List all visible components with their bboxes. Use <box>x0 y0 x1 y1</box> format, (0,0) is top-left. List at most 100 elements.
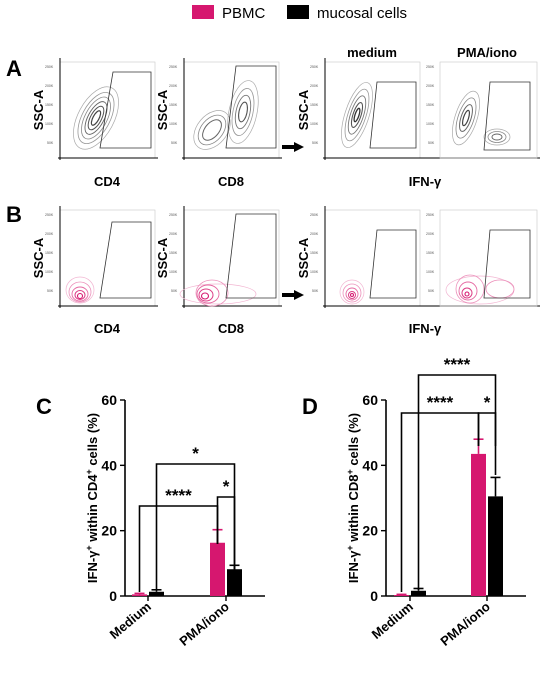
bar <box>210 542 225 596</box>
panel-b: B 250K 200K 150K 100K 50K SSC-A CD4 <box>6 202 540 336</box>
x-axis-label: IFN-γ <box>409 174 442 189</box>
contour-population <box>73 86 119 150</box>
contour-population <box>452 90 511 146</box>
y-axis-label-sup2: + <box>345 469 355 474</box>
svg-text:50K: 50K <box>428 141 435 145</box>
svg-text:250K: 250K <box>169 65 178 69</box>
svg-text:100K: 100K <box>45 122 54 126</box>
svg-text:200K: 200K <box>310 84 319 88</box>
svg-text:150K: 150K <box>310 103 319 107</box>
y-tick-label: 60 <box>101 392 117 408</box>
svg-text:100K: 100K <box>45 270 54 274</box>
x-tick-label: PMA/iono <box>176 599 232 649</box>
bar <box>488 496 503 596</box>
legend-label-mucosal: mucosal cells <box>317 5 407 22</box>
significance-bracket <box>138 505 219 592</box>
x-axis-label: CD4 <box>94 174 121 189</box>
svg-text:50K: 50K <box>312 141 319 145</box>
legend-label-pbmc: PBMC <box>222 5 266 22</box>
svg-text:50K: 50K <box>171 141 178 145</box>
svg-text:250K: 250K <box>45 213 54 217</box>
y-tick-label: 60 <box>362 392 378 408</box>
flow-plot-a-ifng-pma-iono: PMA/iono 250K 200K 150K 100K 50K <box>426 45 538 159</box>
bar <box>394 595 409 596</box>
contour-population <box>341 82 373 148</box>
contour-population <box>193 80 259 150</box>
significance-bracket <box>417 374 497 590</box>
bar <box>227 569 242 596</box>
svg-text:100K: 100K <box>426 270 435 274</box>
legend: PBMC mucosal cells <box>192 5 407 22</box>
significance-bracket <box>155 463 236 590</box>
gate <box>225 65 277 149</box>
y-axis-label: SSC-A <box>296 89 311 130</box>
y-tick-label: 40 <box>362 457 378 473</box>
svg-text:100K: 100K <box>310 270 319 274</box>
significance-label: * <box>223 477 230 496</box>
x-axis-label: IFN-γ <box>409 321 442 336</box>
x-axis-label: CD4 <box>94 321 121 336</box>
gate <box>99 221 152 299</box>
gate <box>99 71 152 149</box>
contour-population <box>179 279 257 307</box>
contour-population <box>65 276 95 304</box>
flow-plot-b-ifng-pma-iono: 250K 200K 150K 100K 50K <box>426 209 538 307</box>
panel-letter-a: A <box>6 56 22 81</box>
svg-text:200K: 200K <box>45 232 54 236</box>
significance-label: * <box>192 444 199 463</box>
flow-plot-a-cd4: 250K 200K 150K 100K 50K SSC-A CD4 <box>31 58 158 189</box>
svg-text:50K: 50K <box>312 289 319 293</box>
svg-text:150K: 150K <box>45 103 54 107</box>
contour-population <box>339 279 365 305</box>
y-axis-label-tail: within CD8 <box>346 475 361 546</box>
svg-text:50K: 50K <box>47 141 54 145</box>
svg-text:50K: 50K <box>171 289 178 293</box>
bar <box>471 453 486 596</box>
flow-plot-a-ifng-medium: medium 250K 200K 150K 100K 50K SSC-A IFN-γ <box>296 45 540 189</box>
y-axis-label-end: cells (%) <box>85 413 100 469</box>
legend-swatch-pbmc <box>192 5 214 19</box>
svg-text:250K: 250K <box>169 213 178 217</box>
svg-text:250K: 250K <box>45 65 54 69</box>
gate <box>369 229 417 299</box>
svg-text:100K: 100K <box>310 122 319 126</box>
panel-letter-c: C <box>36 394 52 419</box>
significance-label: **** <box>165 486 192 505</box>
y-axis-label-sup2: + <box>84 469 94 474</box>
y-tick-label: 40 <box>101 457 117 473</box>
y-axis-label-tail: within CD4 <box>85 474 100 546</box>
y-axis-label-sup: + <box>84 545 94 550</box>
condition-label-medium: medium <box>347 45 397 60</box>
y-axis-label-d: IFN-γ+ within CD8+ cells (%) <box>345 413 361 583</box>
x-tick-label: Medium <box>107 599 154 642</box>
svg-text:200K: 200K <box>310 232 319 236</box>
y-axis-label-base: IFN-γ <box>346 550 361 583</box>
svg-text:250K: 250K <box>310 65 319 69</box>
y-axis-label: SSC-A <box>31 89 46 130</box>
svg-text:100K: 100K <box>169 122 178 126</box>
gate <box>483 81 531 151</box>
svg-text:150K: 150K <box>169 251 178 255</box>
significance-label: **** <box>444 355 471 374</box>
bar <box>411 590 426 596</box>
svg-text:150K: 150K <box>45 251 54 255</box>
y-axis-label-c: IFN-γ+ within CD4+ cells (%) <box>84 413 100 583</box>
plot-frame <box>59 61 156 159</box>
bar <box>149 591 164 596</box>
condition-label-pma-iono: PMA/iono <box>457 45 517 60</box>
gate <box>369 81 417 149</box>
y-tick-label: 0 <box>370 588 378 604</box>
ssc-tick-labels: 250K 200K 150K 100K 50K <box>45 65 54 145</box>
y-tick-label: 0 <box>109 588 117 604</box>
y-tick-label: 20 <box>362 523 378 539</box>
svg-text:200K: 200K <box>426 84 435 88</box>
y-axis-label-base: IFN-γ <box>85 550 100 583</box>
svg-text:50K: 50K <box>428 289 435 293</box>
svg-text:150K: 150K <box>169 103 178 107</box>
flow-plot-a-cd8: 250K 200K 150K 100K 50K SSC-A CD8 <box>155 58 282 189</box>
y-axis-label: SSC-A <box>155 89 170 130</box>
significance-label: * <box>484 393 491 412</box>
panel-a: A 250K 200K 150K 100K 50K SSC-A CD4 <box>6 45 540 189</box>
x-axis-label: CD8 <box>218 321 244 336</box>
